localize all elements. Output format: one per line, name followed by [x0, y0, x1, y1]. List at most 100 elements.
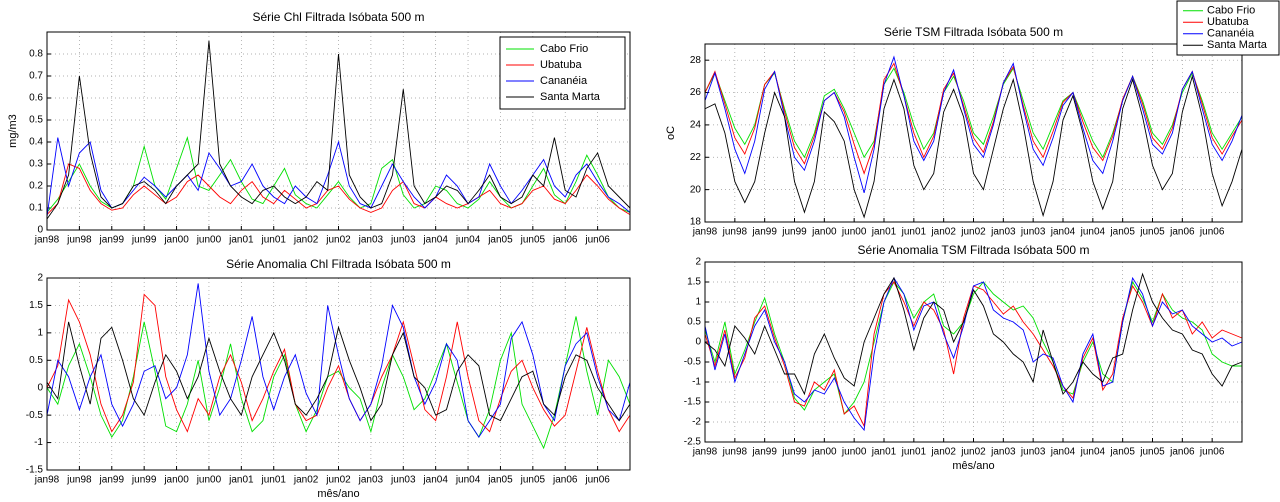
y-tick-label: 1.5: [687, 277, 701, 288]
y-tick-label: -0.5: [684, 357, 702, 368]
x-tick-label: jan00: [811, 447, 837, 458]
x-tick-label: jun05: [520, 235, 546, 246]
chart-title: Série TSM Filtrada Isóbata 500 m: [884, 25, 1063, 39]
data-line: [46, 293, 631, 433]
x-tick-label: jun06: [584, 475, 610, 486]
y-tick-label: 0.4: [29, 137, 43, 148]
x-tick-label: jan04: [1050, 447, 1076, 458]
x-tick-label: jan06: [1169, 227, 1195, 238]
x-tick-label: jun98: [722, 447, 748, 458]
x-axis-label: mês/ano: [317, 488, 359, 500]
legend-label: Santa Marta: [1207, 39, 1268, 51]
x-tick-label: jan00: [163, 475, 189, 486]
x-tick-label: jun04: [1080, 227, 1106, 238]
x-tick-label: jan00: [163, 235, 189, 246]
y-axis-label: mg/m3: [7, 114, 19, 148]
x-tick-label: jan01: [871, 447, 897, 458]
y-tick-label: 0.7: [29, 71, 43, 82]
data-line: [46, 321, 631, 422]
y-tick-label: 0.5: [687, 317, 701, 328]
legend-box: [1176, 0, 1280, 56]
y-tick-label: -0.5: [26, 410, 44, 421]
y-tick-label: 24: [690, 120, 702, 131]
x-tick-label: jun04: [1080, 447, 1106, 458]
y-tick-label: 28: [690, 55, 702, 66]
x-tick-label: jan99: [751, 227, 777, 238]
x-tick-label: jan06: [552, 475, 578, 486]
x-tick-label: jun99: [131, 235, 157, 246]
x-axis-label: mês/ano: [952, 460, 994, 472]
data-line: [704, 280, 1242, 415]
data-line: [704, 276, 1243, 432]
x-tick-label: jun99: [781, 447, 807, 458]
x-tick-label: jan04: [422, 475, 448, 486]
legend-label: Cabo Frio: [540, 43, 588, 55]
axes-frame: [704, 43, 1243, 223]
x-tick-label: jan01: [228, 475, 254, 486]
x-tick-label: jan04: [422, 235, 448, 246]
x-tick-label: jan99: [99, 475, 125, 486]
y-tick-label: 0.8: [29, 49, 43, 60]
y-tick-label: 1: [695, 297, 701, 308]
x-tick-label: jan98: [692, 227, 718, 238]
y-tick-label: 22: [690, 152, 702, 163]
data-line: [46, 40, 631, 220]
data-line: [704, 272, 1243, 396]
x-tick-label: jun01: [260, 235, 286, 246]
x-tick-label: jun04: [455, 475, 481, 486]
x-tick-label: jun05: [520, 475, 546, 486]
plot-area: [705, 262, 1242, 442]
x-tick-label: jan98: [34, 235, 60, 246]
data-line: [704, 55, 1243, 193]
x-tick-label: jun98: [66, 475, 92, 486]
x-tick-label: jan05: [1109, 447, 1135, 458]
x-tick-label: jun02: [960, 227, 986, 238]
legend-label: Ubatuba: [1207, 16, 1249, 28]
x-tick-label: jan02: [930, 227, 956, 238]
x-tick-label: jun03: [1020, 447, 1046, 458]
x-tick-label: jan03: [358, 235, 384, 246]
y-tick-label: 1: [37, 327, 43, 338]
x-tick-label: jun98: [66, 235, 92, 246]
y-tick-label: 2: [695, 257, 701, 268]
x-tick-label: jan05: [487, 235, 513, 246]
y-tick-label: 0.2: [29, 181, 43, 192]
x-tick-label: jun06: [1199, 447, 1225, 458]
y-tick-label: 0.5: [29, 115, 43, 126]
x-tick-label: jun05: [1139, 447, 1165, 458]
x-tick-label: jun01: [901, 227, 927, 238]
x-tick-label: jan01: [228, 235, 254, 246]
chart-title: Série Anomalia TSM Filtrada Isóbata 500 …: [858, 243, 1090, 257]
x-tick-label: jan03: [990, 227, 1016, 238]
x-tick-label: jun02: [960, 447, 986, 458]
x-tick-label: jan99: [751, 447, 777, 458]
legend-label: Cabo Frio: [1207, 5, 1255, 17]
x-tick-label: jun01: [260, 475, 286, 486]
axes-frame: [704, 261, 1243, 443]
x-tick-label: jan06: [552, 235, 578, 246]
y-tick-label: 0.6: [29, 93, 43, 104]
x-tick-label: jun06: [1199, 227, 1225, 238]
y-tick-label: 0.3: [29, 159, 43, 170]
x-tick-label: jun02: [325, 475, 351, 486]
axes-frame: [46, 277, 631, 471]
x-tick-label: jun03: [1020, 227, 1046, 238]
x-tick-label: jan99: [99, 235, 125, 246]
y-tick-label: -2.5: [684, 437, 702, 448]
y-tick-label: 18: [690, 217, 702, 228]
x-tick-label: jan06: [1169, 447, 1195, 458]
x-tick-label: jun03: [390, 235, 416, 246]
x-tick-label: jan03: [358, 475, 384, 486]
chart-title: Série Chl Filtrada Isóbata 500 m: [252, 10, 424, 24]
x-tick-label: jun00: [841, 447, 867, 458]
x-tick-label: jan05: [1109, 227, 1135, 238]
y-tick-label: 0: [37, 225, 43, 236]
x-tick-label: jun02: [325, 235, 351, 246]
x-tick-label: jun99: [781, 227, 807, 238]
x-tick-label: jan03: [990, 447, 1016, 458]
x-tick-label: jun00: [196, 235, 222, 246]
legend-label: Santa Marta: [540, 91, 601, 103]
